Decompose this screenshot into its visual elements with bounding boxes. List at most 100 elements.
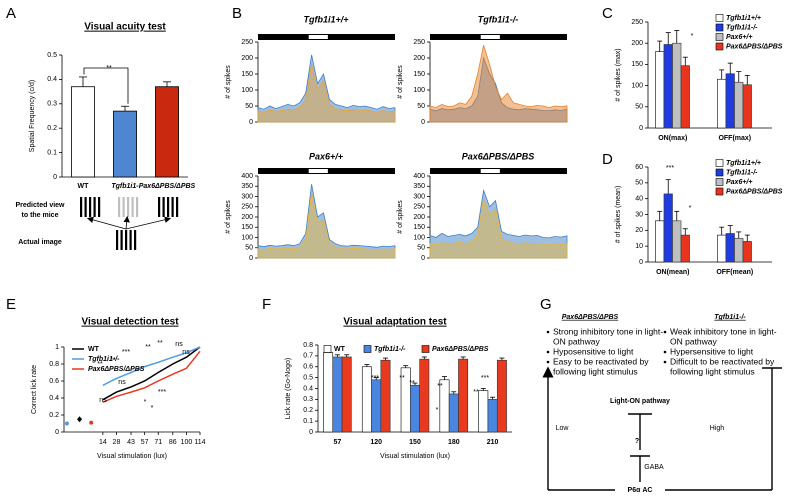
bar — [71, 86, 95, 178]
y-tick-label: 350 — [413, 183, 425, 190]
grating-stripe — [118, 197, 121, 217]
legend-label: Tgfb1i1+/+ — [726, 160, 761, 167]
bar — [680, 234, 690, 263]
legend-swatch — [715, 168, 724, 177]
significance-label: *** — [158, 389, 166, 396]
stimulus-on — [308, 35, 328, 39]
y-tick-label: 150 — [413, 224, 425, 231]
significance-label: ** — [145, 344, 151, 351]
arrow — [86, 216, 127, 230]
bar — [380, 359, 391, 433]
y-axis-label: Correct lick rate — [31, 365, 38, 414]
significance-label: ** — [97, 361, 103, 368]
legend-label: Pax6ΔPBS/ΔPBS — [726, 43, 783, 50]
diagram-label: Predicted view — [15, 202, 65, 209]
y-tick-label: 0.8 — [49, 361, 59, 368]
y-tick-label: 50 — [245, 245, 253, 252]
legend-label: Pax6ΔPBS/ΔPBS — [726, 188, 783, 195]
y-tick-label: 0.6 — [303, 364, 313, 371]
panel-label: D — [602, 151, 613, 168]
bullet-text: Weak inhibitory tone in light- — [670, 326, 777, 336]
x-tick-label: 14 — [99, 439, 107, 446]
chart-title: Visual adaptation test — [343, 317, 447, 328]
bar — [725, 233, 735, 263]
y-tick-label: 100 — [241, 87, 253, 94]
x-tick-label: 43 — [127, 439, 135, 446]
significance-label: ** — [106, 65, 112, 72]
significance-label: ** — [473, 389, 479, 396]
grating-stripe — [122, 197, 125, 217]
bar — [458, 358, 469, 433]
significance-label: ** — [437, 383, 443, 390]
significance-label: * — [691, 33, 694, 40]
grating-stripe — [171, 197, 174, 217]
y-axis-label: # of spikes — [397, 200, 404, 234]
y-tick-label: 0 — [421, 119, 425, 126]
bullet-text: Difficult to be reactivated by — [670, 356, 775, 366]
y-axis-label: Spatial Frequency (c/d) — [29, 80, 36, 152]
grating-stripe — [80, 197, 83, 217]
series-line — [102, 346, 201, 386]
series-line — [102, 346, 201, 401]
y-tick-label: 100 — [413, 234, 425, 241]
panel-label: C — [602, 5, 613, 22]
y-tick-label: 0.2 — [303, 407, 313, 414]
y-tick-label: 0.1 — [303, 418, 313, 425]
y-tick-label: 200 — [241, 214, 253, 221]
legend-label: Pax6+/+ — [726, 34, 752, 41]
y-tick-label: 400 — [241, 173, 253, 180]
panel-label: A — [6, 5, 16, 22]
bullet-text: Hypersensitive to light — [670, 346, 754, 356]
grating-stripe — [134, 230, 137, 250]
diagram-label: Actual image — [18, 239, 62, 246]
y-axis-label: # of spikes (max) — [615, 48, 622, 101]
bar — [332, 356, 343, 433]
legend-label: WT — [334, 346, 346, 353]
y-tick-label: 0.2 — [49, 412, 59, 419]
x-tick-label: 57 — [141, 439, 149, 446]
spike-trace — [429, 45, 568, 123]
bullet-text: ON pathway — [670, 336, 718, 346]
x-axis-label: Visual stimulation (lux) — [97, 453, 167, 460]
x-tick-label: 28 — [113, 439, 121, 446]
chart-title: Tgfb1i1+/+ — [303, 14, 349, 24]
grating-stripe — [136, 197, 139, 217]
significance-label: ns — [118, 379, 126, 386]
bar — [672, 42, 682, 129]
bullet-text: Hyposensitive to light — [553, 346, 634, 356]
grating-stripe — [167, 197, 170, 217]
legend-swatch — [715, 33, 724, 41]
significance-label: * — [436, 407, 439, 414]
series-line — [102, 350, 201, 403]
bar — [734, 81, 744, 129]
y-tick-label: 200 — [241, 55, 253, 62]
y-tick-label: 1 — [55, 344, 59, 351]
bar — [717, 234, 727, 263]
bar — [410, 384, 420, 433]
stimulus-on — [480, 35, 500, 39]
grating-stripe — [84, 197, 87, 217]
significance-label: ** — [157, 340, 163, 347]
y-tick-label: 40 — [635, 196, 643, 203]
bar — [341, 356, 352, 433]
grating-stripe — [127, 197, 130, 217]
chart-title: Pax6+/+ — [309, 151, 344, 161]
legend-swatch — [715, 159, 724, 167]
spike-trace — [257, 54, 396, 123]
y-tick-label: 0.5 — [303, 374, 313, 381]
y-tick-label: 50 — [417, 245, 425, 252]
y-tick-label: 0.1 — [47, 149, 57, 156]
diagram-label: to the mice — [22, 212, 59, 219]
legend-swatch — [363, 345, 372, 353]
bar — [478, 390, 489, 433]
legend-label: Tgfb1i1-/- — [726, 24, 758, 31]
y-tick-label: 0.4 — [303, 385, 313, 392]
bar — [496, 359, 507, 433]
significance-label: *** — [481, 375, 489, 382]
legend-label: Tgfb1i1-/- — [88, 356, 120, 363]
bar — [734, 237, 744, 263]
baseline-point — [64, 421, 69, 426]
x-tick-label: Pax6ΔPBS/ΔPBS — [139, 183, 196, 190]
baseline-point — [89, 420, 94, 425]
y-tick-label: 250 — [241, 39, 253, 46]
